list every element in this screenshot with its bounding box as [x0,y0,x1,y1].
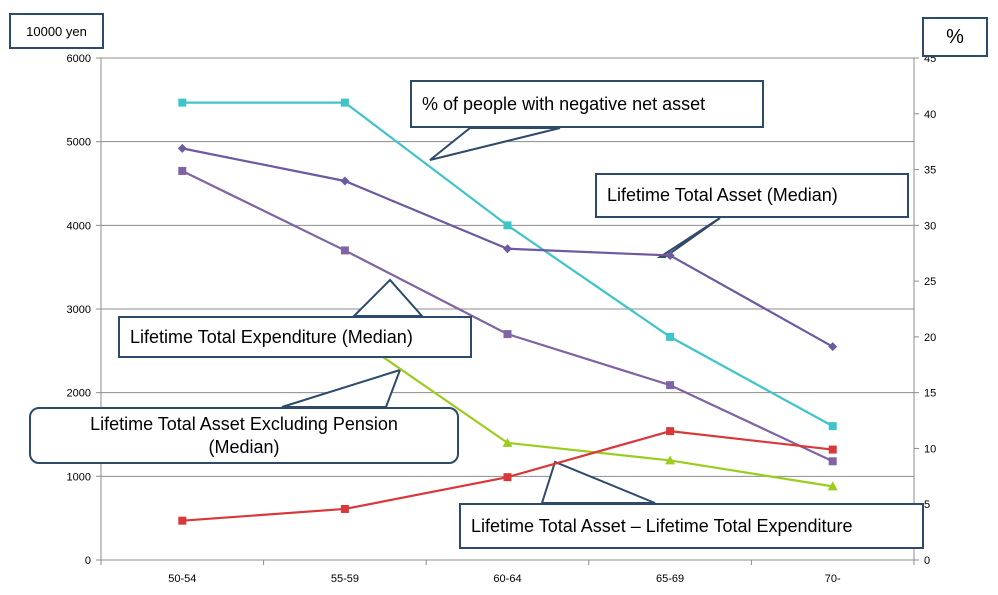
data-point [666,332,675,341]
callout-leaders [281,127,721,504]
data-point [340,246,349,255]
callout-negative-net-asset: % of people with negative net asset [410,80,764,128]
right-axis-tick-label: 5 [924,499,930,511]
left-axis-tick-label: 0 [85,555,91,567]
left-axis-tick-label: 1000 [67,471,91,483]
x-axis-tick-label: 65-69 [656,573,684,585]
data-point [340,176,350,186]
data-point [503,473,512,482]
data-point [828,457,837,466]
series-line [182,101,834,428]
callout-asset-excluding-pension-line1: Lifetime Total Asset Excluding Pension [90,413,398,434]
callout-leader [429,127,561,161]
right-axis-tick-label: 10 [924,443,936,455]
data-point [828,445,837,454]
x-axis-tick-label: 70- [825,573,841,585]
data-point [666,381,675,390]
x-axis-tick-label: 60-64 [493,573,521,585]
right-axis-tick-label: 25 [924,276,936,288]
callout-leader [656,217,721,258]
data-point [178,516,187,525]
left-axis-tick-label: 4000 [67,220,91,232]
data-point [503,244,512,254]
right-axis-tick-label: 40 [924,109,936,121]
callout-asset-minus-expenditure: Lifetime Total Asset – Lifetime Total Ex… [459,503,924,549]
data-point [502,437,513,447]
data-point [177,143,187,153]
data-point [665,250,675,260]
data-point [828,422,837,431]
data-point [503,221,512,230]
data-point [340,504,349,513]
data-point [666,427,675,436]
left-axis-tick-label: 6000 [67,53,91,65]
data-point [340,98,349,107]
axes [96,57,919,565]
right-axis-tick-label: 30 [924,220,936,232]
callout-leader [540,460,656,504]
left-axis-unit-label: 10000 yen [9,13,104,49]
left-axis-tick-label: 3000 [67,304,91,316]
right-axis-tick-label: 0 [924,555,930,567]
callout-leader [281,368,402,408]
data-point [178,166,187,175]
data-point [178,98,187,107]
left-axis-tick-label: 5000 [67,137,91,149]
callout-lifetime-total-asset: Lifetime Total Asset (Median) [595,173,909,218]
right-axis-tick-label: 20 [924,332,936,344]
right-axis-tick-label: 15 [924,388,936,400]
data-point [827,481,838,491]
tick-labels: 0 1000 2000 3000 4000 5000 6000 0 5 10 15 20 25 30 35 4… [67,53,937,585]
x-axis-tick-label: 55-59 [331,573,359,585]
x-axis-tick-label: 50-54 [168,573,196,585]
right-axis-tick-label: 35 [924,165,936,177]
callout-asset-excluding-pension-line2: (Median) [208,436,280,457]
data-point [828,342,838,352]
left-axis-tick-label: 2000 [67,388,91,400]
callout-asset-excluding-pension: Lifetime Total Asset Excluding Pension (… [29,407,459,464]
data-point [503,330,512,339]
data-point [665,455,676,465]
callout-lifetime-total-expenditure: Lifetime Total Expenditure (Median) [118,316,472,358]
right-axis-unit-label: % [922,17,988,57]
